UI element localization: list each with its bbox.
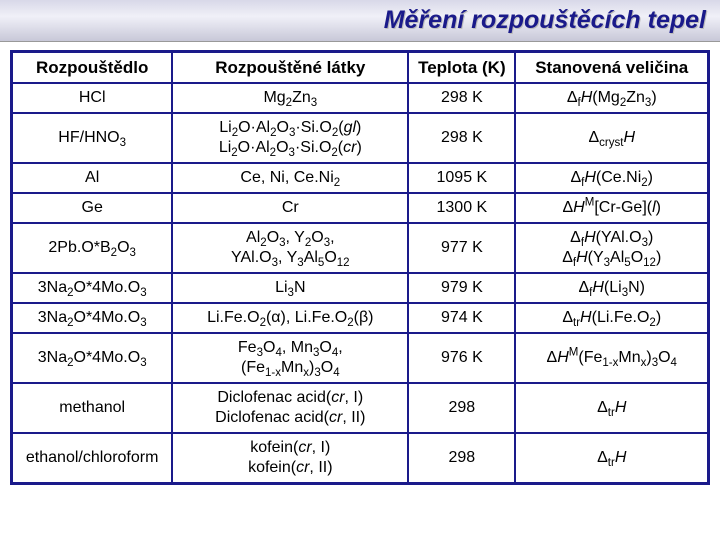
table-row: 2Pb.O*B2O3Al2O3, Y2O3,YAl.O3, Y3Al5O1297… — [12, 223, 709, 273]
cell-solvent: 3Na2O*4Mo.O3 — [12, 303, 173, 333]
cell-solute: Al2O3, Y2O3,YAl.O3, Y3Al5O12 — [172, 223, 408, 273]
cell-temp: 298 K — [408, 113, 515, 163]
cell-temp: 1300 K — [408, 193, 515, 223]
cell-solvent: methanol — [12, 383, 173, 433]
cell-qty: ΔfH(Li3N) — [515, 273, 708, 303]
table-row: ethanol/chloroformkofein(cr, I)kofein(cr… — [12, 433, 709, 484]
cell-solvent: 3Na2O*4Mo.O3 — [12, 273, 173, 303]
cell-solute: Li.Fe.O2(α), Li.Fe.O2(β) — [172, 303, 408, 333]
cell-temp: 298 K — [408, 83, 515, 113]
table-row: HF/HNO3Li2O·Al2O3·Si.O2(gl)Li2O·Al2O3·Si… — [12, 113, 709, 163]
cell-qty: ΔHM(Fe1-xMnx)3O4 — [515, 333, 708, 383]
cell-solute: Cr — [172, 193, 408, 223]
cell-solute: Diclofenac acid(cr, I)Diclofenac acid(cr… — [172, 383, 408, 433]
cell-qty: ΔcrystH — [515, 113, 708, 163]
cell-solute: Fe3O4, Mn3O4,(Fe1-xMnx)3O4 — [172, 333, 408, 383]
cell-qty: ΔtrH(Li.Fe.O2) — [515, 303, 708, 333]
table-row: 3Na2O*4Mo.O3Li3N979 KΔfH(Li3N) — [12, 273, 709, 303]
col-temp: Teplota (K) — [408, 52, 515, 84]
table-container: Rozpouštědlo Rozpouštěné látky Teplota (… — [0, 42, 720, 493]
col-solvent: Rozpouštědlo — [12, 52, 173, 84]
cell-solvent: 3Na2O*4Mo.O3 — [12, 333, 173, 383]
cell-qty: ΔtrH — [515, 433, 708, 484]
cell-qty: ΔfH(YAl.O3)ΔfH(Y3Al5O12) — [515, 223, 708, 273]
cell-solvent: Al — [12, 163, 173, 193]
cell-solute: Li3N — [172, 273, 408, 303]
cell-qty: ΔfH(Mg2Zn3) — [515, 83, 708, 113]
cell-temp: 298 — [408, 383, 515, 433]
col-solute: Rozpouštěné látky — [172, 52, 408, 84]
table-row: HClMg2Zn3298 KΔfH(Mg2Zn3) — [12, 83, 709, 113]
cell-temp: 1095 K — [408, 163, 515, 193]
cell-solvent: 2Pb.O*B2O3 — [12, 223, 173, 273]
cell-solvent: ethanol/chloroform — [12, 433, 173, 484]
table-row: AlCe, Ni, Ce.Ni21095 KΔfH(Ce.Ni2) — [12, 163, 709, 193]
table-row: methanolDiclofenac acid(cr, I)Diclofenac… — [12, 383, 709, 433]
cell-solute: Ce, Ni, Ce.Ni2 — [172, 163, 408, 193]
table-row: GeCr1300 KΔHM[Cr-Ge](l) — [12, 193, 709, 223]
cell-temp: 977 K — [408, 223, 515, 273]
cell-qty: ΔfH(Ce.Ni2) — [515, 163, 708, 193]
table-row: 3Na2O*4Mo.O3Fe3O4, Mn3O4,(Fe1-xMnx)3O497… — [12, 333, 709, 383]
table-header-row: Rozpouštědlo Rozpouštěné látky Teplota (… — [12, 52, 709, 84]
cell-temp: 979 K — [408, 273, 515, 303]
cell-qty: ΔHM[Cr-Ge](l) — [515, 193, 708, 223]
cell-solute: Mg2Zn3 — [172, 83, 408, 113]
cell-solvent: Ge — [12, 193, 173, 223]
table-row: 3Na2O*4Mo.O3Li.Fe.O2(α), Li.Fe.O2(β)974 … — [12, 303, 709, 333]
cell-temp: 976 K — [408, 333, 515, 383]
cell-solvent: HF/HNO3 — [12, 113, 173, 163]
cell-solvent: HCl — [12, 83, 173, 113]
cell-temp: 298 — [408, 433, 515, 484]
page-title: Měření rozpouštěcích tepel — [0, 0, 720, 42]
cell-solute: kofein(cr, I)kofein(cr, II) — [172, 433, 408, 484]
col-qty: Stanovená veličina — [515, 52, 708, 84]
cell-temp: 974 K — [408, 303, 515, 333]
cell-qty: ΔtrH — [515, 383, 708, 433]
data-table: Rozpouštědlo Rozpouštěné látky Teplota (… — [10, 50, 710, 485]
cell-solute: Li2O·Al2O3·Si.O2(gl)Li2O·Al2O3·Si.O2(cr) — [172, 113, 408, 163]
